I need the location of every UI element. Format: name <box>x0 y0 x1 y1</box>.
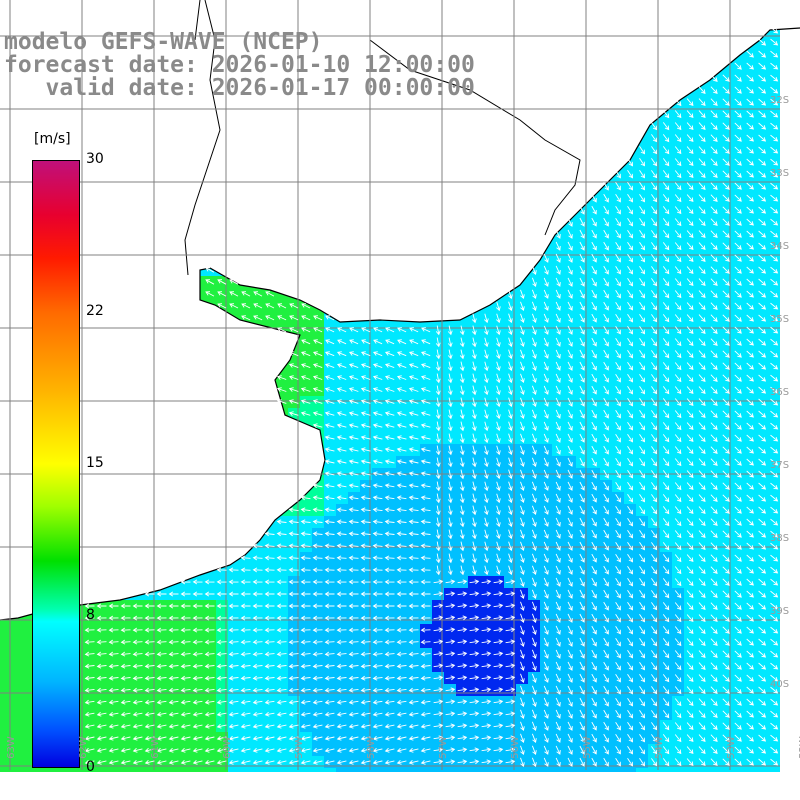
wind-cell <box>12 636 24 648</box>
wind-cell <box>12 672 24 684</box>
wind-cell <box>12 708 24 720</box>
wind-cell <box>12 648 24 660</box>
map-margin <box>0 772 800 800</box>
wind-cell <box>12 696 24 708</box>
wind-cell <box>12 684 24 696</box>
wind-cell <box>12 624 24 636</box>
wind-cell <box>12 660 24 672</box>
wind-cell <box>12 720 24 732</box>
